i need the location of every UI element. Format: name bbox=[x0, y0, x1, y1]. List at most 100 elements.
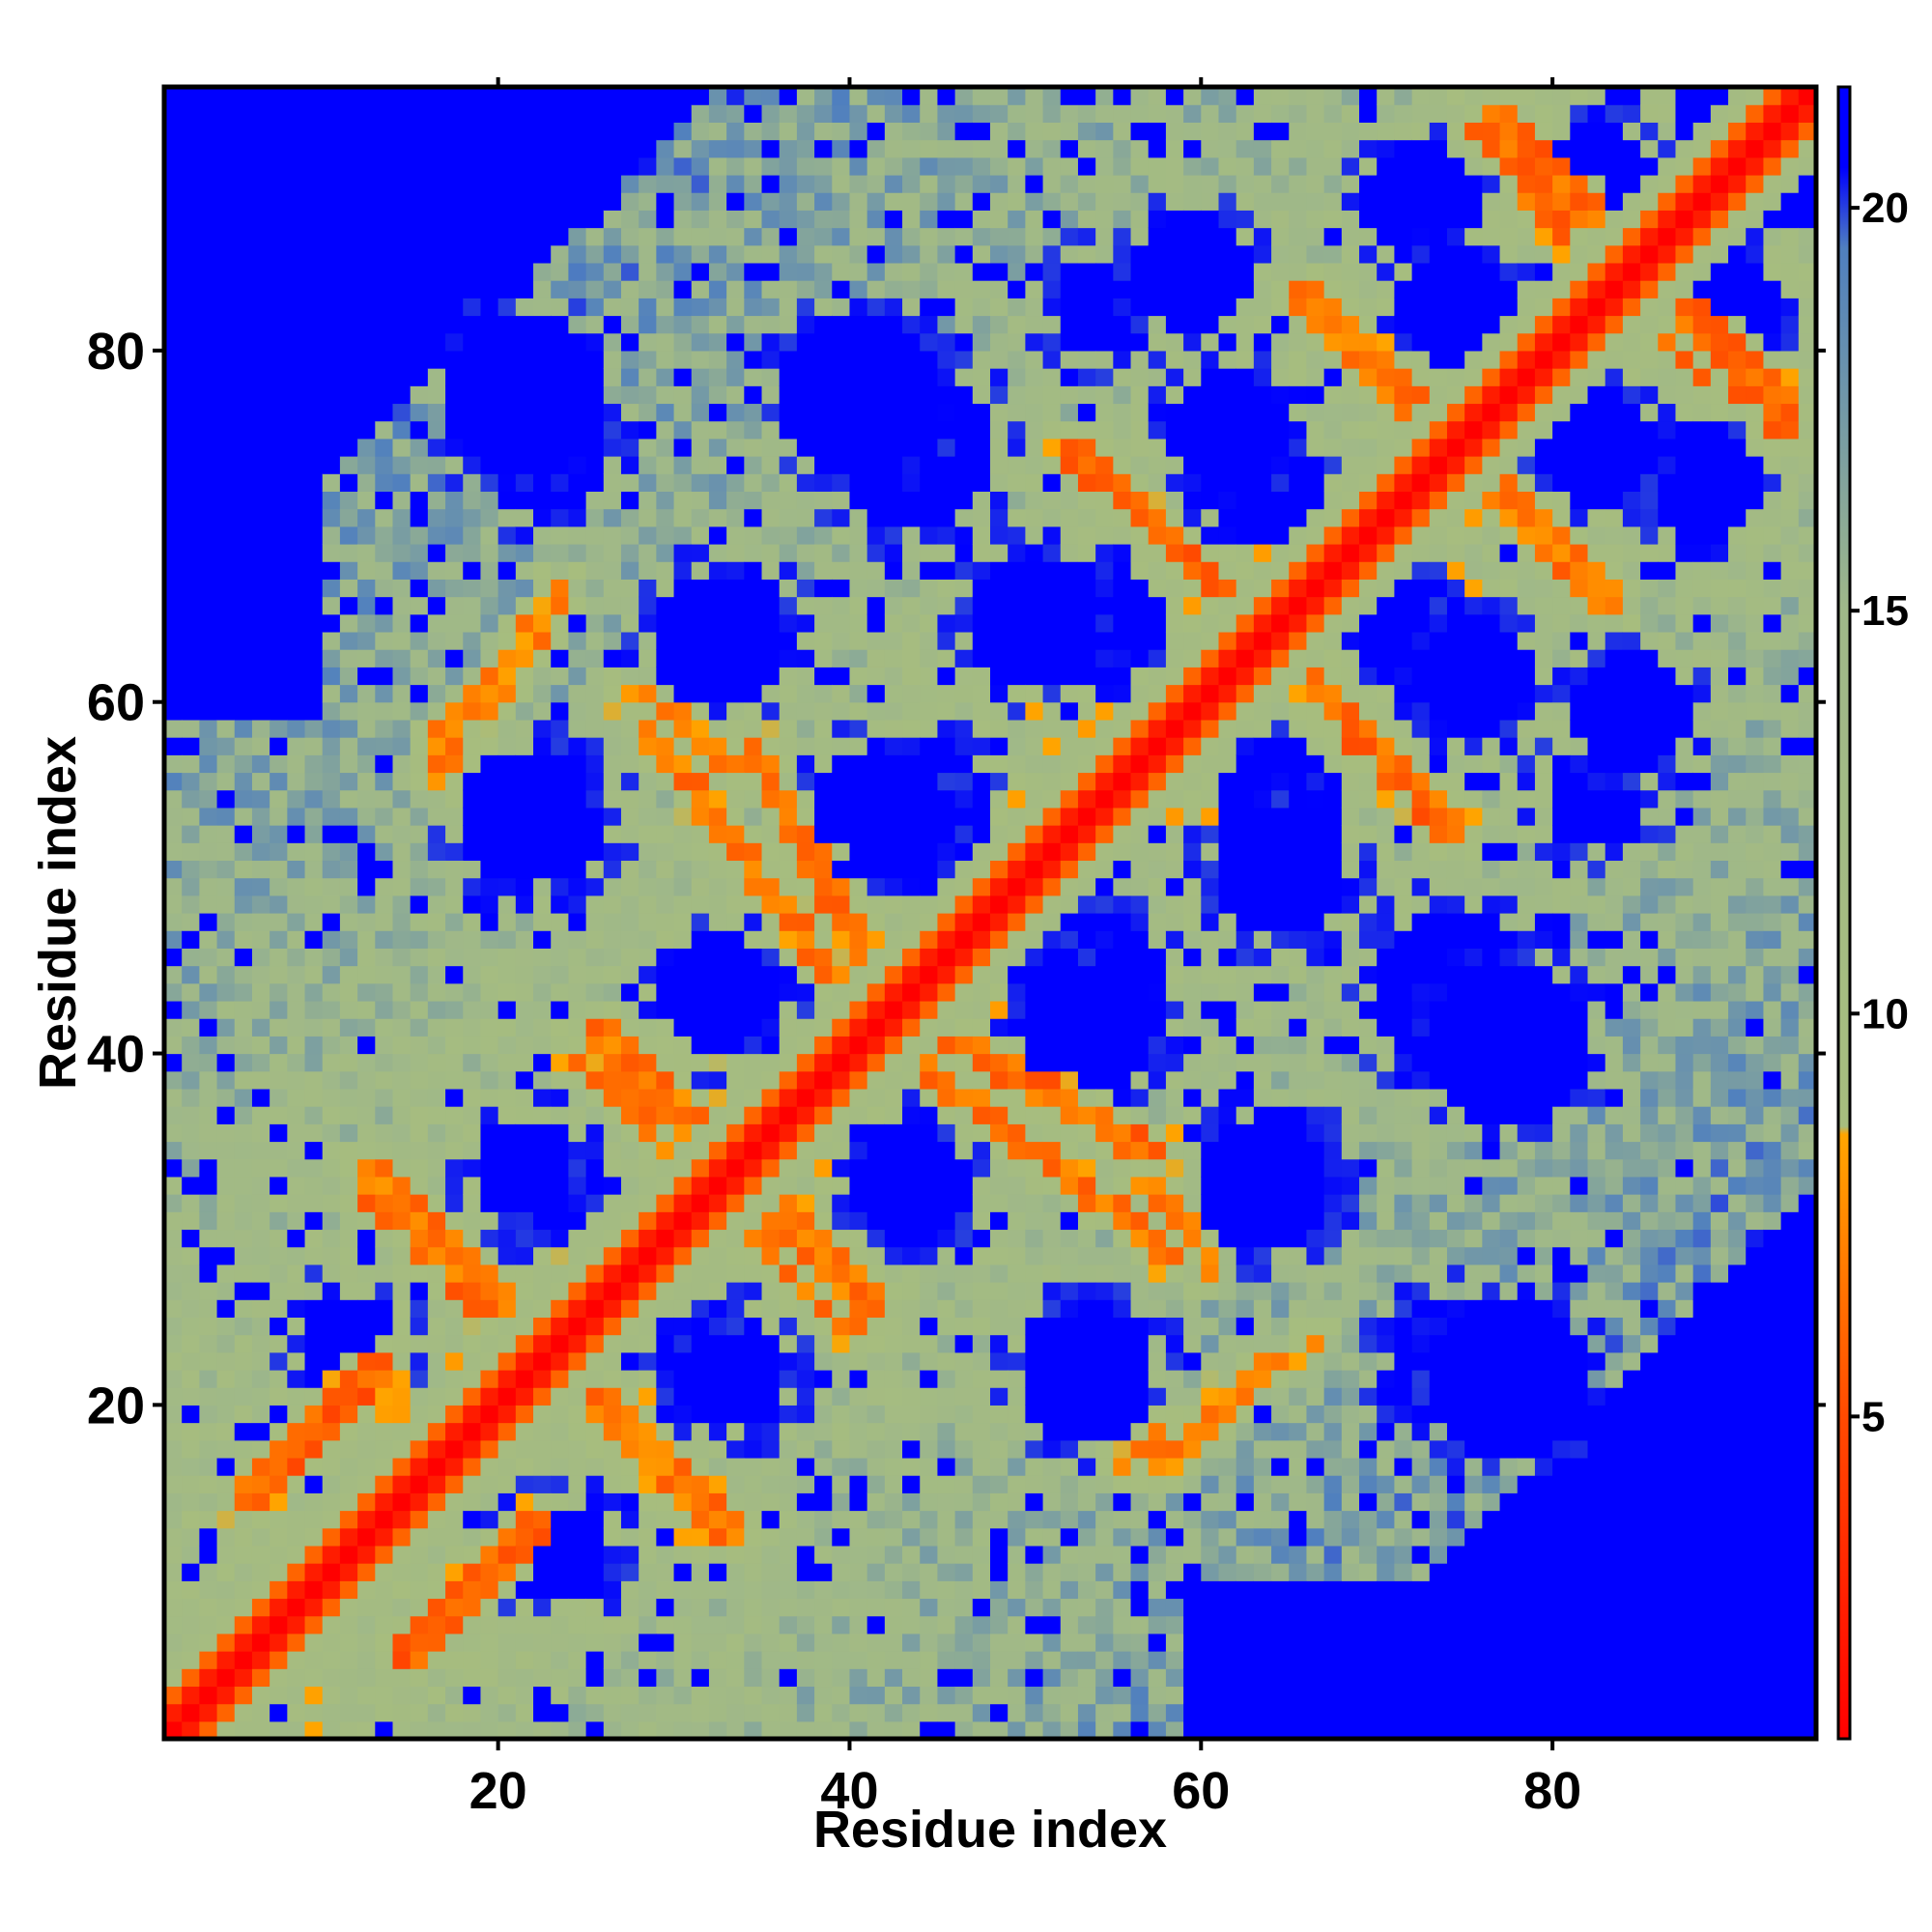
heatmap-cell bbox=[339, 227, 358, 246]
heatmap-cell bbox=[463, 1264, 482, 1283]
heatmap-cell bbox=[1025, 1141, 1044, 1160]
heatmap-cell bbox=[375, 332, 394, 352]
heatmap-cell bbox=[357, 1211, 376, 1231]
heatmap-cell bbox=[585, 227, 605, 246]
heatmap-cell bbox=[1042, 1405, 1062, 1424]
heatmap-cell bbox=[551, 1299, 569, 1318]
heatmap-cell bbox=[691, 1598, 710, 1617]
heatmap-cell bbox=[251, 1387, 270, 1406]
heatmap-cell bbox=[990, 1492, 1009, 1512]
heatmap-cell bbox=[639, 508, 657, 527]
heatmap-cell bbox=[164, 1176, 183, 1195]
heatmap-cell bbox=[796, 930, 815, 949]
heatmap-cell bbox=[182, 684, 200, 703]
heatmap-cell bbox=[814, 807, 833, 826]
heatmap-cell bbox=[199, 1088, 218, 1107]
heatmap-cell bbox=[1042, 156, 1062, 176]
heatmap-cell bbox=[339, 192, 358, 211]
heatmap-cell bbox=[322, 1615, 341, 1634]
heatmap-cell bbox=[832, 842, 851, 862]
heatmap-cell bbox=[322, 262, 341, 281]
heatmap-cell bbox=[639, 1633, 657, 1652]
heatmap-cell bbox=[726, 332, 745, 352]
heatmap-cell bbox=[251, 262, 270, 281]
heatmap-cell bbox=[392, 210, 412, 229]
heatmap-cell bbox=[164, 631, 183, 650]
heatmap-cell bbox=[656, 649, 675, 668]
heatmap-cell bbox=[199, 192, 218, 211]
heatmap-cell bbox=[990, 1334, 1009, 1353]
heatmap-cell bbox=[884, 1351, 903, 1371]
heatmap-cell bbox=[182, 579, 200, 598]
heatmap-cell bbox=[1008, 1246, 1026, 1265]
heatmap-cell bbox=[533, 210, 552, 229]
heatmap-cell bbox=[515, 789, 534, 809]
heatmap-cell bbox=[270, 860, 288, 879]
heatmap-cell bbox=[497, 227, 517, 246]
heatmap-cell bbox=[920, 438, 939, 457]
heatmap-cell bbox=[691, 543, 710, 562]
heatmap-cell bbox=[832, 1018, 851, 1037]
heatmap-cell bbox=[357, 543, 376, 562]
heatmap-cell bbox=[744, 1000, 763, 1019]
heatmap-cell bbox=[585, 87, 605, 105]
heatmap-cell bbox=[427, 438, 446, 457]
heatmap-cell bbox=[849, 895, 868, 914]
heatmap-cell bbox=[656, 1299, 675, 1318]
heatmap-cell bbox=[585, 473, 605, 492]
heatmap-cell bbox=[585, 368, 605, 386]
heatmap-cell bbox=[251, 631, 270, 650]
heatmap-cell bbox=[639, 87, 657, 105]
heatmap-cell bbox=[533, 948, 552, 967]
heatmap-cell bbox=[832, 1615, 851, 1634]
heatmap-cell bbox=[339, 1194, 358, 1212]
heatmap-cell bbox=[673, 368, 693, 386]
heatmap-cell bbox=[551, 420, 569, 440]
heatmap-cell bbox=[480, 456, 499, 474]
heatmap-cell bbox=[691, 1633, 710, 1652]
heatmap-cell bbox=[251, 1580, 270, 1600]
heatmap-cell bbox=[832, 877, 851, 896]
heatmap-cell bbox=[234, 561, 253, 580]
heatmap-cell bbox=[972, 122, 991, 141]
heatmap-cell bbox=[867, 1686, 886, 1705]
heatmap-cell bbox=[199, 543, 218, 562]
heatmap-cell bbox=[832, 156, 851, 176]
heatmap-cell bbox=[1042, 526, 1062, 545]
heatmap-cell bbox=[445, 104, 464, 123]
heatmap-cell bbox=[990, 1317, 1009, 1336]
heatmap-cell bbox=[761, 1615, 781, 1634]
heatmap-cell bbox=[551, 1229, 569, 1248]
heatmap-cell bbox=[708, 649, 727, 668]
heatmap-cell bbox=[744, 1053, 763, 1072]
heatmap-cell bbox=[515, 1475, 534, 1493]
heatmap-cell bbox=[270, 1439, 288, 1459]
heatmap-cell bbox=[902, 649, 921, 668]
heatmap-cell bbox=[779, 1651, 798, 1669]
heatmap-cell bbox=[1042, 684, 1062, 703]
heatmap-cell bbox=[744, 385, 763, 405]
heatmap-cell bbox=[673, 1651, 693, 1669]
heatmap-cell bbox=[427, 244, 446, 264]
heatmap-cell bbox=[744, 227, 763, 246]
heatmap-cell bbox=[463, 192, 482, 211]
heatmap-cell bbox=[1025, 174, 1044, 193]
heatmap-cell bbox=[392, 368, 412, 386]
heatmap-cell bbox=[972, 579, 991, 598]
heatmap-cell bbox=[972, 877, 991, 896]
heatmap-cell bbox=[620, 1053, 639, 1072]
heatmap-cell bbox=[603, 719, 622, 738]
heatmap-cell bbox=[1077, 543, 1096, 562]
heatmap-cell bbox=[990, 1229, 1009, 1248]
heatmap-cell bbox=[1060, 1475, 1079, 1493]
heatmap-cell bbox=[533, 982, 552, 1002]
heatmap-cell bbox=[726, 1510, 745, 1529]
heatmap-cell bbox=[920, 825, 939, 843]
heatmap-cell bbox=[304, 1439, 324, 1459]
heatmap-cell bbox=[937, 122, 956, 141]
heatmap-cell bbox=[920, 1036, 939, 1055]
heatmap-cell bbox=[779, 631, 798, 650]
heatmap-cell bbox=[357, 1264, 376, 1283]
heatmap-cell bbox=[1095, 1492, 1114, 1512]
heatmap-cell bbox=[1042, 174, 1062, 193]
